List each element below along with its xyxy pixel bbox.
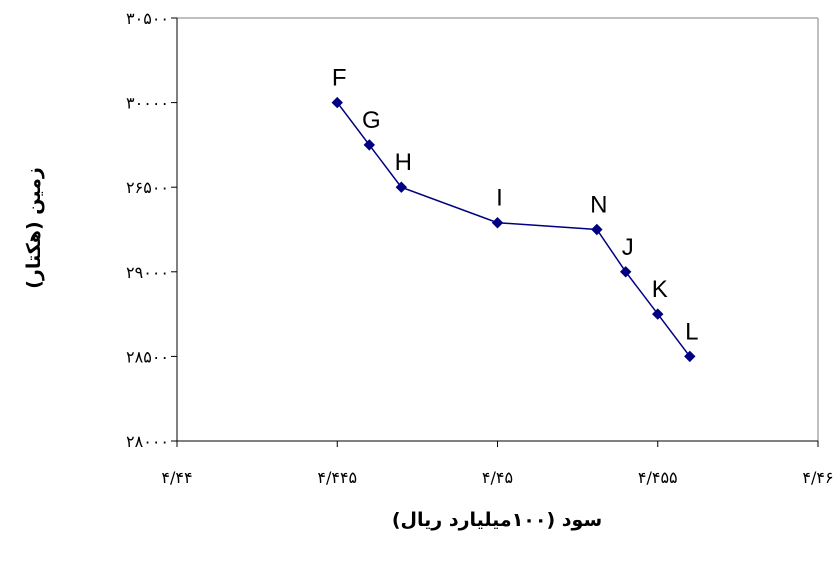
point-label-f: F	[332, 65, 347, 92]
point-label-j: J	[622, 234, 634, 261]
y-tick-label: ۲۶۵۰۰	[126, 178, 169, 197]
data-point-l	[684, 350, 696, 363]
axes: ۲۸۰۰۰ ۲۸۵۰۰ ۲۹۰۰۰ ۲۶۵۰۰ ۳۰۰۰۰ ۳۰۵۰۰ ۴/۴۴ ۴/۴۴۵ ۴…	[126, 9, 834, 487]
point-label-i: I	[496, 185, 503, 212]
x-tick-label: ۴/۴۵	[482, 468, 513, 487]
point-label-n: N	[590, 192, 607, 219]
data-point-k	[652, 308, 664, 320]
point-label-g: G	[362, 107, 381, 134]
y-axis-title: زمین (هکتار)	[23, 167, 45, 289]
point-label-l: L	[685, 318, 698, 345]
data-point-g	[363, 139, 376, 151]
y-tick-label: ۳۰۵۰۰	[126, 9, 169, 28]
y-tick-label: ۳۰۰۰۰	[126, 94, 169, 113]
y-tick-label: ۲۹۰۰۰	[126, 263, 169, 282]
y-tick-label: ۲۸۵۰۰	[126, 347, 169, 366]
x-tick-label: ۴/۴۶	[802, 468, 833, 487]
x-axis-title: سود (۱۰۰میلیارد ریال)	[392, 509, 602, 531]
data-point-f	[331, 96, 343, 109]
data-point-j	[619, 266, 632, 278]
y-tick-label: ۲۸۰۰۰	[126, 432, 169, 451]
series-line	[336, 102, 691, 357]
data-point-n	[591, 223, 603, 236]
x-tick-label: ۴/۴۵۵	[638, 468, 678, 487]
x-tick-label: ۴/۴۴۵	[317, 468, 357, 487]
x-tick-label: ۴/۴۴	[161, 468, 192, 487]
data-point-h	[395, 181, 408, 193]
point-label-k: K	[652, 276, 668, 303]
point-label-h: H	[395, 149, 412, 176]
data-point-i	[491, 217, 504, 229]
